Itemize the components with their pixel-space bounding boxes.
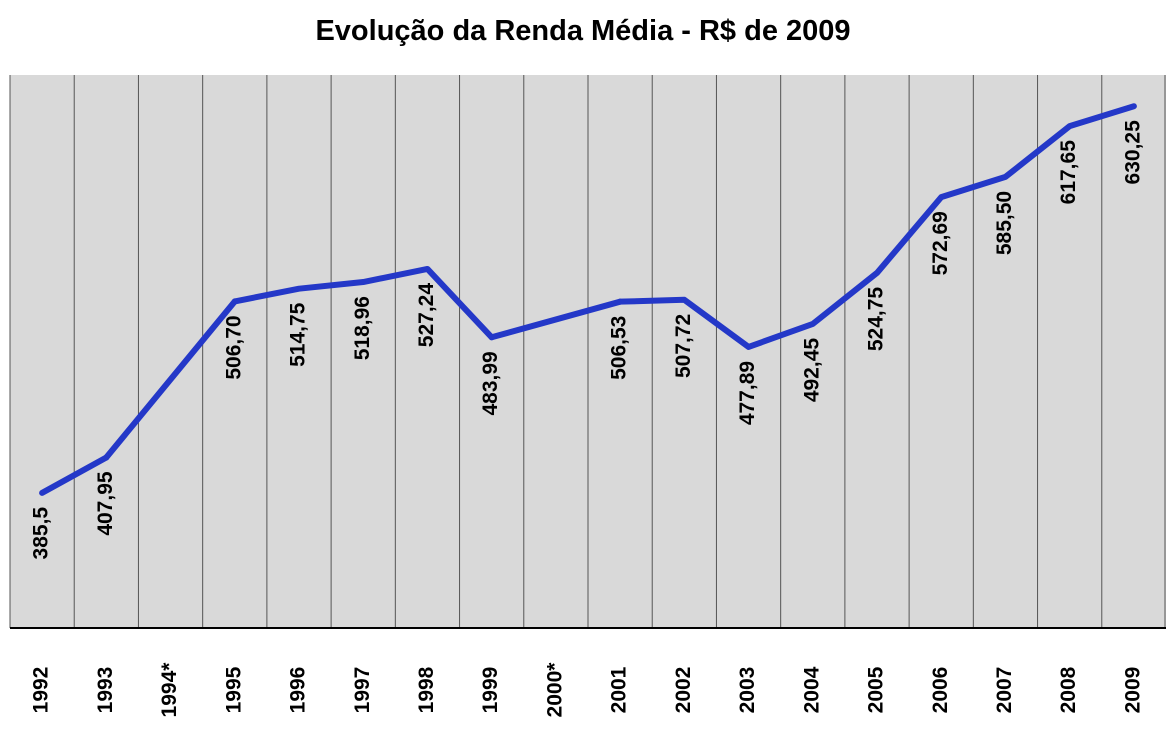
x-tick-label: 2008 bbox=[1057, 666, 1080, 713]
x-tick-label: 1992 bbox=[30, 667, 53, 714]
gap-bridge bbox=[488, 298, 624, 341]
chart-title: Evolução da Renda Média - R$ de 2009 bbox=[315, 15, 850, 47]
line-series bbox=[617, 103, 1137, 350]
x-tick-label: 2009 bbox=[1121, 667, 1144, 714]
data-label: 518,96 bbox=[351, 296, 374, 360]
x-tick-label: 2000* bbox=[543, 662, 566, 718]
data-label: 507,72 bbox=[672, 314, 695, 378]
data-label: 385,5 bbox=[30, 507, 53, 560]
gap-bridge bbox=[103, 298, 238, 461]
data-label: 514,75 bbox=[287, 302, 310, 367]
line-series bbox=[231, 265, 495, 341]
data-label: 524,75 bbox=[865, 287, 888, 352]
data-label: 477,89 bbox=[736, 361, 759, 425]
data-label: 527,24 bbox=[415, 283, 438, 348]
data-label: 407,95 bbox=[94, 471, 117, 536]
x-tick-label: 1993 bbox=[94, 667, 117, 714]
line-series bbox=[39, 454, 110, 496]
x-tick-label: 2001 bbox=[608, 666, 631, 713]
data-label: 630,25 bbox=[1121, 120, 1144, 185]
x-tick-label: 1994* bbox=[158, 662, 181, 718]
x-tick-label: 2006 bbox=[929, 667, 952, 714]
x-tick-label: 2003 bbox=[736, 667, 759, 714]
x-tick-label: 2004 bbox=[800, 666, 823, 713]
data-label: 506,70 bbox=[222, 315, 245, 379]
x-tick-label: 1996 bbox=[287, 667, 310, 714]
x-tick-label: 1999 bbox=[479, 667, 502, 714]
data-label: 492,45 bbox=[800, 338, 823, 403]
data-label: 506,53 bbox=[608, 316, 631, 380]
data-label: 572,69 bbox=[929, 211, 952, 275]
x-tick-label: 2007 bbox=[993, 667, 1016, 714]
data-label: 585,50 bbox=[993, 191, 1016, 255]
x-tick-label: 1997 bbox=[351, 667, 374, 714]
data-label: 483,99 bbox=[479, 351, 502, 415]
data-label: 617,65 bbox=[1057, 140, 1080, 205]
x-tick-label: 1998 bbox=[415, 666, 438, 713]
x-tick-label: 2002 bbox=[672, 667, 695, 714]
x-tick-label: 1995 bbox=[222, 666, 245, 713]
x-tick-label: 2005 bbox=[865, 666, 888, 713]
